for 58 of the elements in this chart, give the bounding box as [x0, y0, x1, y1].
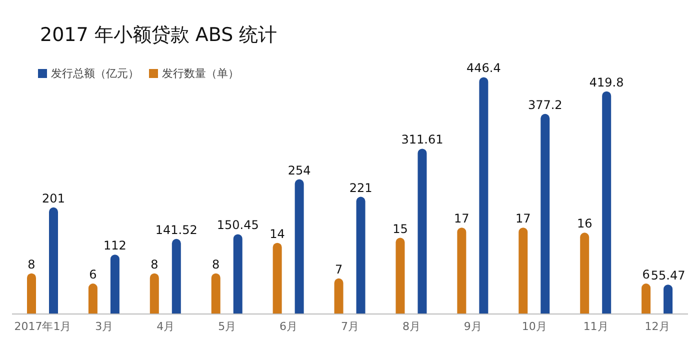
data-label: 14: [270, 226, 285, 241]
bar: [88, 284, 98, 314]
data-label: 15: [392, 222, 408, 236]
bar: [418, 148, 427, 314]
x-tick-label: 3月: [95, 320, 114, 333]
bar: [272, 242, 282, 314]
data-label: 17: [454, 212, 470, 226]
bar: [580, 232, 590, 314]
bar: [172, 238, 181, 314]
x-tick-label: 12月: [644, 320, 670, 333]
x-tick-label: 6月: [280, 320, 298, 333]
bar: [211, 273, 220, 314]
x-tick-label: 2017年1月: [14, 320, 72, 333]
x-tick-label: 7月: [341, 320, 359, 333]
bar: [356, 196, 366, 314]
x-tick-label: 4月: [156, 320, 175, 333]
data-label: 446.4: [466, 61, 501, 76]
bar: [540, 114, 550, 314]
x-tick-label: 9月: [464, 320, 482, 333]
bar: [457, 228, 466, 314]
x-tick-label: 8月: [402, 320, 420, 333]
data-label: 6: [642, 268, 650, 282]
data-label: 311.61: [401, 132, 444, 147]
bar: [27, 273, 36, 314]
data-label: 150.45: [216, 218, 259, 232]
data-label: 141.52: [155, 222, 198, 237]
data-label: 55.47: [650, 268, 686, 283]
bar: [49, 207, 58, 314]
data-label: 377.2: [528, 98, 562, 112]
bar: [233, 234, 242, 314]
bar: [642, 284, 651, 314]
bar: [110, 254, 120, 314]
x-tick-label: 11月: [583, 320, 608, 333]
bar: [518, 228, 528, 314]
data-label: 8: [28, 257, 36, 272]
data-label: 201: [42, 191, 65, 206]
data-label: 254: [288, 163, 311, 178]
bar: [602, 91, 612, 314]
chart-title: 2017 年小额贷款 ABS 统计: [40, 23, 278, 48]
data-label: 16: [576, 216, 592, 231]
bar: [396, 238, 405, 314]
bar: [479, 77, 488, 314]
data-label: 221: [349, 180, 372, 195]
bar: [334, 278, 344, 314]
x-tick-label: 5月: [218, 320, 236, 333]
data-label: 7: [334, 262, 343, 276]
bar: [294, 179, 304, 314]
x-tick-label: 10月: [522, 320, 547, 333]
data-label: 6: [89, 268, 97, 282]
data-label: 8: [150, 257, 158, 272]
legend-label: 发行数量（单）: [162, 67, 239, 80]
data-label: 419.8: [589, 75, 624, 90]
bar: [150, 273, 159, 314]
bar: [664, 284, 673, 314]
data-label: 8: [212, 257, 220, 272]
legend-label: 发行总额（亿元）: [51, 67, 139, 80]
data-label: 17: [515, 212, 531, 226]
data-label: 112: [104, 238, 126, 253]
